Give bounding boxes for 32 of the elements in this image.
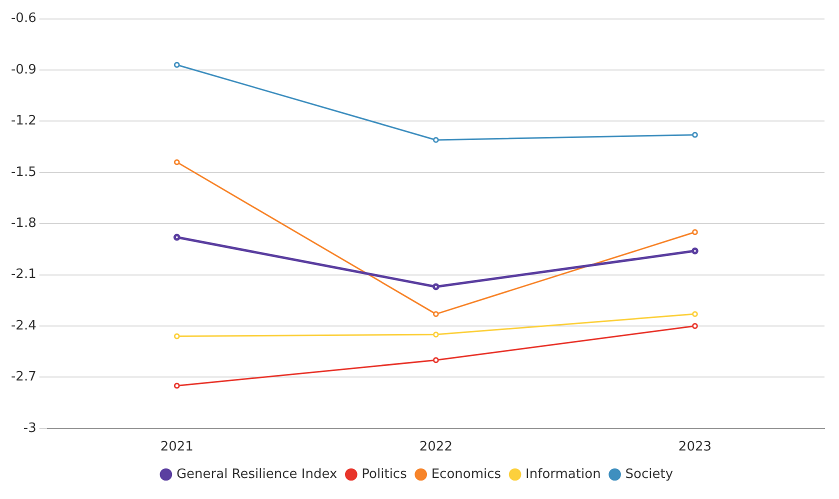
legend-label: Economics <box>431 466 502 482</box>
legend-label: Society <box>625 466 674 482</box>
y-tick-label: -1.2 <box>10 114 36 129</box>
legend-label: General Resilience Index <box>176 466 338 482</box>
y-tick-label: -2.1 <box>10 267 36 282</box>
point <box>692 132 698 138</box>
legend-label: Politics <box>362 466 408 482</box>
point <box>174 382 180 389</box>
y-tick-label: -0.6 <box>10 11 36 26</box>
legend-label: Information <box>526 466 601 482</box>
point <box>174 159 180 166</box>
point <box>692 311 698 318</box>
x-tick-label: 2023 <box>678 440 712 455</box>
point <box>173 234 180 241</box>
x-tick-label: 2022 <box>419 440 452 455</box>
point <box>432 311 439 318</box>
point <box>432 357 439 364</box>
point <box>432 283 440 290</box>
point <box>174 62 180 68</box>
y-tick-label: -1.8 <box>10 216 36 231</box>
y-tick-label: -2.7 <box>10 370 36 385</box>
y-tick-label: -2.4 <box>10 318 36 334</box>
point <box>174 333 180 340</box>
y-tick-label: -1.5 <box>10 164 36 180</box>
x-tick-label: 2021 <box>160 440 194 455</box>
y-tick-label: -3 <box>23 420 36 436</box>
point <box>692 229 698 236</box>
point <box>432 332 439 338</box>
point <box>692 323 698 329</box>
point <box>432 137 439 143</box>
y-tick-label: -0.9 <box>10 62 36 78</box>
point <box>692 247 698 254</box>
